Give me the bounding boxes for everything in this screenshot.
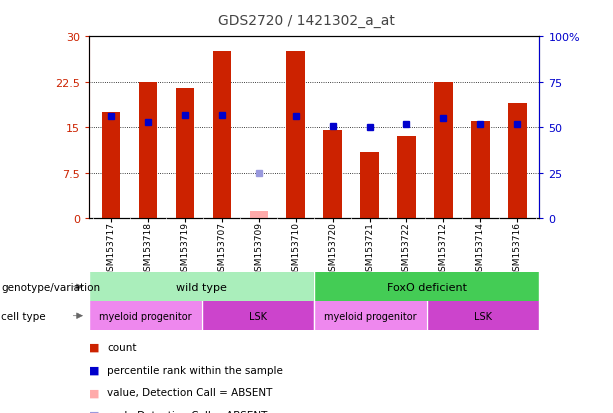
- Text: GSM153717: GSM153717: [107, 221, 115, 276]
- Bar: [89, 301, 202, 330]
- Text: GDS2720 / 1421302_a_at: GDS2720 / 1421302_a_at: [218, 14, 395, 28]
- Bar: [202, 301, 314, 330]
- Bar: [471, 122, 490, 219]
- Text: value, Detection Call = ABSENT: value, Detection Call = ABSENT: [107, 387, 273, 397]
- Text: count: count: [107, 342, 137, 352]
- Bar: [314, 301, 427, 330]
- Text: rank, Detection Call = ABSENT: rank, Detection Call = ABSENT: [107, 410, 268, 413]
- Text: myeloid progenitor: myeloid progenitor: [99, 311, 191, 321]
- Bar: [176, 89, 194, 219]
- Text: GSM153714: GSM153714: [476, 221, 485, 276]
- Text: LSK: LSK: [474, 311, 492, 321]
- Text: ■: ■: [89, 342, 99, 352]
- Text: cell type: cell type: [1, 311, 46, 321]
- Bar: [314, 273, 539, 301]
- Bar: [249, 211, 268, 219]
- Text: percentile rank within the sample: percentile rank within the sample: [107, 365, 283, 375]
- Bar: [286, 52, 305, 219]
- Text: GSM153721: GSM153721: [365, 221, 374, 276]
- Bar: [360, 152, 379, 219]
- Bar: [324, 131, 342, 219]
- Text: GSM153710: GSM153710: [291, 221, 300, 276]
- Text: GSM153718: GSM153718: [143, 221, 153, 276]
- Bar: [397, 137, 416, 219]
- Bar: [508, 104, 527, 219]
- Text: FoxO deficient: FoxO deficient: [387, 282, 467, 292]
- Text: ■: ■: [89, 365, 99, 375]
- Text: GSM153719: GSM153719: [180, 221, 189, 276]
- Text: GSM153720: GSM153720: [328, 221, 337, 276]
- Text: ■: ■: [89, 387, 99, 397]
- Bar: [89, 273, 314, 301]
- Text: GSM153709: GSM153709: [254, 221, 263, 276]
- Bar: [434, 83, 452, 219]
- Bar: [102, 113, 120, 219]
- Bar: [139, 83, 157, 219]
- Text: GSM153716: GSM153716: [513, 221, 522, 276]
- Text: genotype/variation: genotype/variation: [1, 282, 101, 292]
- Bar: [213, 52, 231, 219]
- Text: GSM153722: GSM153722: [402, 221, 411, 276]
- Bar: [427, 301, 539, 330]
- Text: LSK: LSK: [249, 311, 267, 321]
- Text: ■: ■: [89, 410, 99, 413]
- Text: myeloid progenitor: myeloid progenitor: [324, 311, 417, 321]
- Text: wild type: wild type: [176, 282, 227, 292]
- Text: GSM153712: GSM153712: [439, 221, 448, 276]
- Text: GSM153707: GSM153707: [218, 221, 226, 276]
